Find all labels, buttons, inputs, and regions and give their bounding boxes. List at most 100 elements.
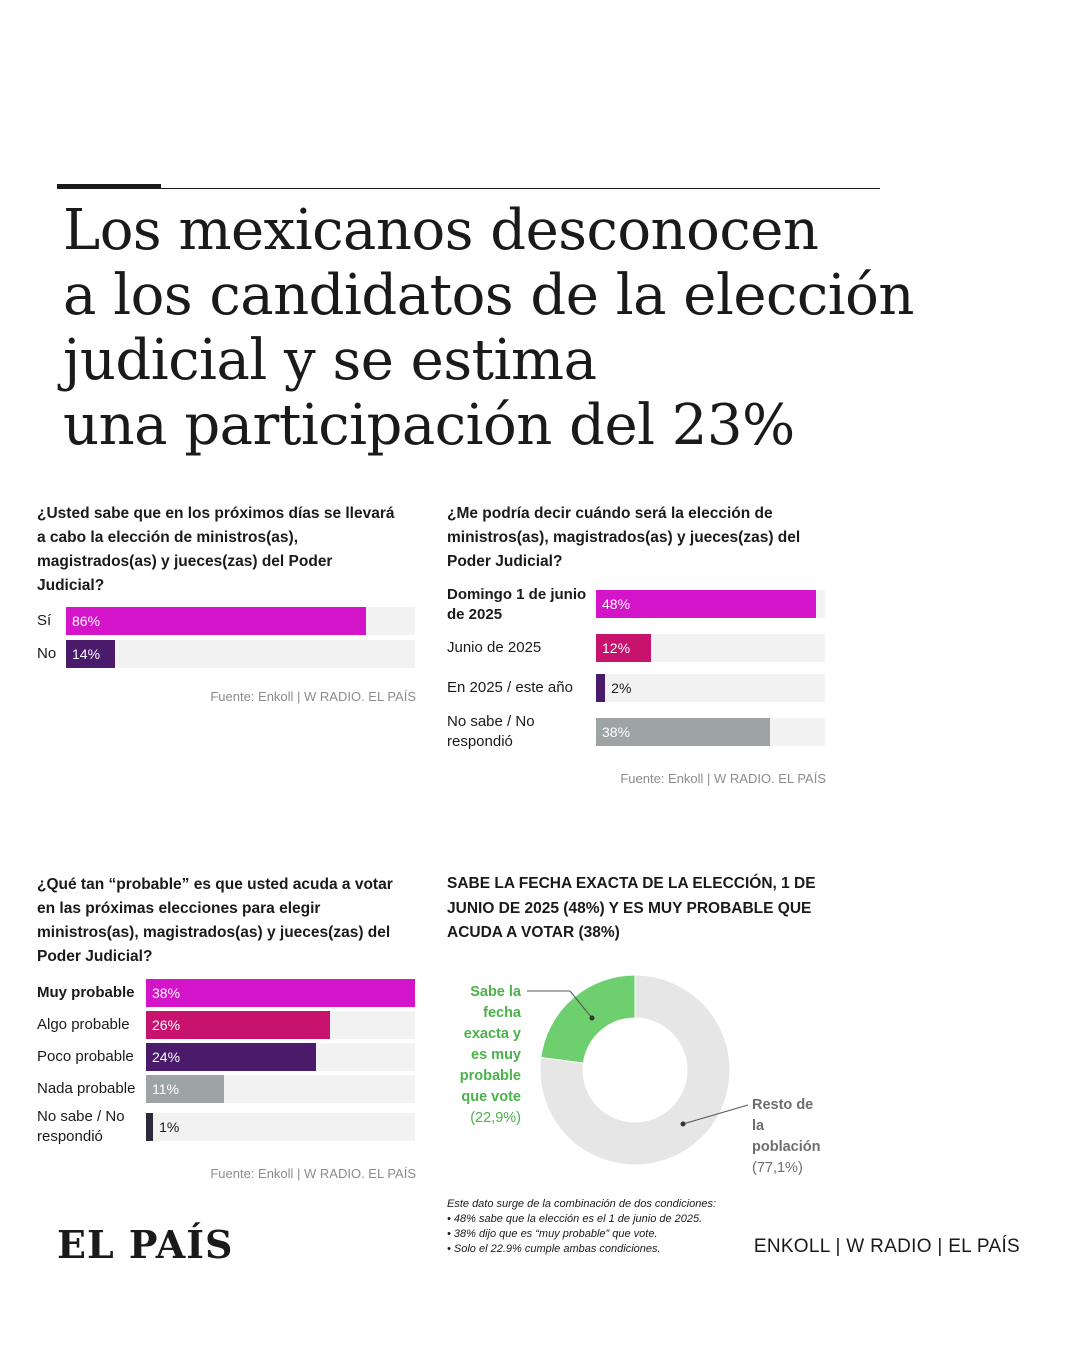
bar xyxy=(146,979,415,1007)
label-line: Resto de xyxy=(752,1097,814,1113)
bar-row: Junio de 2025 12% xyxy=(447,633,825,663)
bar xyxy=(146,1113,154,1141)
question-line: Poder Judicial? xyxy=(447,553,563,570)
bar-row: Domingo 1 de junio de 2025 48% xyxy=(447,585,825,625)
bar-category-label: Muy probable xyxy=(37,983,135,1003)
bar-category-label: No xyxy=(37,644,56,664)
bar xyxy=(596,590,816,618)
credits: ENKOLL | W RADIO | EL PAÍS xyxy=(753,1236,1020,1257)
note-line: • 48% sabe que la elección es el 1 de ju… xyxy=(447,1213,703,1225)
leader-dot xyxy=(589,1015,595,1021)
leader-line-green xyxy=(569,990,593,1019)
question-line: ¿Qué tan “probable” es que usted acuda a… xyxy=(37,876,393,893)
label-line: fecha xyxy=(483,1005,521,1021)
bar-track: 11% xyxy=(146,1075,415,1103)
question-line: ministros(as), magistrados(as) y jueces(… xyxy=(447,529,801,546)
bar-value-label: 26% xyxy=(152,1017,181,1033)
bar-value-label: 38% xyxy=(602,724,631,740)
question-line: ministros(as), magistrados(as) y jueces(… xyxy=(37,924,391,941)
label-line: exacta y xyxy=(463,1026,521,1042)
label-pct: (22,9%) xyxy=(470,1110,521,1126)
bar-track: 12% xyxy=(596,634,825,662)
label-line: que vote xyxy=(461,1089,521,1105)
bar xyxy=(66,640,115,668)
bar-row: No 14% xyxy=(37,640,415,668)
bar xyxy=(596,718,771,746)
category-line: En 2025 / este año xyxy=(447,679,573,696)
donut-label-green: Sabe la fecha exacta y es muy probable q… xyxy=(380,982,521,1129)
bar-category-label: Nada probable xyxy=(37,1079,135,1099)
donut-slice-green xyxy=(540,974,636,1064)
bar xyxy=(146,1043,316,1071)
bar-category-label: Algo probable xyxy=(37,1015,130,1035)
chart-4-title: SABE LA FECHA EXACTA DE LA ELECCIÓN, 1 D… xyxy=(447,872,847,946)
question-line: a cabo la elección de ministros(as), xyxy=(37,529,299,546)
bar-value-label: 11% xyxy=(152,1081,179,1097)
category-line: Junio de 2025 xyxy=(447,639,542,656)
category-line: respondió xyxy=(447,733,513,750)
label-line: probable xyxy=(459,1068,521,1084)
category-line: Nada probable xyxy=(37,1080,136,1097)
title-line: ACUDA A VOTAR (38%) xyxy=(447,924,620,941)
chart-2-question: ¿Me podría decir cuándo será la elección… xyxy=(447,502,847,574)
note-line: Este dato surge de la combinación de dos… xyxy=(447,1198,717,1210)
bar-category-label: No sabe / No respondió xyxy=(447,712,535,752)
el-pais-logo: EL PAÍS xyxy=(57,1222,234,1267)
leader-line-gray xyxy=(682,1104,749,1125)
category-line: Domingo 1 de junio xyxy=(447,586,587,603)
question-line: ¿Me podría decir cuándo será la elección… xyxy=(447,505,773,522)
bar-value-label: 86% xyxy=(72,613,101,629)
headline-line: judicial y se estima xyxy=(63,328,597,393)
note-line: • Solo el 22.9% cumple ambas condiciones… xyxy=(447,1243,661,1255)
note-line: • 38% dijo que es “muy probable” que vot… xyxy=(447,1228,658,1240)
bar-row: En 2025 / este año 2% xyxy=(447,673,825,703)
chart-2-source: Fuente: Enkoll | W RADIO. EL PAÍS xyxy=(620,771,826,786)
bar-track: 38% xyxy=(596,718,825,746)
donut-label-gray: Resto de la población (77,1%) xyxy=(752,1095,862,1179)
bar-value-label: 2% xyxy=(611,680,632,696)
bar-row: No sabe / No respondió 38% xyxy=(447,712,825,752)
chart-3-source: Fuente: Enkoll | W RADIO. EL PAÍS xyxy=(210,1166,416,1181)
question-line: ¿Usted sabe que en los próximos días se … xyxy=(37,505,395,522)
bar-category-label: Poco probable xyxy=(37,1047,134,1067)
bar-value-label: 12% xyxy=(602,640,631,656)
chart-1-source: Fuente: Enkoll | W RADIO. EL PAÍS xyxy=(210,689,416,704)
bar xyxy=(66,607,367,635)
bar-row: Poco probable 24% xyxy=(37,1043,415,1071)
bar-category-label: Sí xyxy=(37,611,51,631)
leader-dot xyxy=(680,1121,686,1127)
bar-category-label: En 2025 / este año xyxy=(447,678,573,698)
bar-track: 1% xyxy=(146,1113,415,1141)
headline-line: una participación del 23% xyxy=(63,393,795,458)
bar-category-label: No sabe / No respondió xyxy=(37,1107,125,1147)
title-line: JUNIO DE 2025 (48%) Y ES MUY PROBABLE QU… xyxy=(447,899,812,917)
headline-line: a los candidatos de la elección xyxy=(63,263,914,328)
headline-rule-thin xyxy=(57,188,880,189)
bar-row: No sabe / No respondió 1% xyxy=(37,1107,415,1147)
category-line: de 2025 xyxy=(447,606,503,623)
category-line: No xyxy=(37,645,57,662)
category-line: Algo probable xyxy=(37,1016,130,1033)
bar xyxy=(146,1011,331,1039)
label-line: Sabe la xyxy=(470,984,521,1000)
question-line: magistrados(as) y jueces(zas) del Poder xyxy=(37,553,333,570)
bar-value-label: 48% xyxy=(602,596,631,612)
bar-track: 26% xyxy=(146,1011,415,1039)
headline-line: Los mexicanos desconocen xyxy=(63,198,819,263)
label-line: es muy xyxy=(471,1047,521,1063)
bar-track: 48% xyxy=(596,590,825,618)
headline-rule-thick xyxy=(57,184,161,189)
bar-category-label: Domingo 1 de junio de 2025 xyxy=(447,585,586,625)
bar-category-label: Junio de 2025 xyxy=(447,638,541,658)
bar-value-label: 24% xyxy=(152,1049,181,1065)
bar-row: Sí 86% xyxy=(37,607,415,635)
question-line: Poder Judicial? xyxy=(37,948,153,965)
title-line: SABE LA FECHA EXACTA DE LA ELECCIÓN, 1 D… xyxy=(447,875,816,892)
category-line: respondió xyxy=(37,1128,103,1145)
question-line: Judicial? xyxy=(37,577,105,594)
label-pct: (77,1%) xyxy=(752,1160,803,1176)
category-line: No sabe / No xyxy=(37,1108,125,1125)
headline: Los mexicanos desconocen a los candidato… xyxy=(63,198,963,458)
chart-3-question: ¿Qué tan “probable” es que usted acuda a… xyxy=(37,873,437,969)
